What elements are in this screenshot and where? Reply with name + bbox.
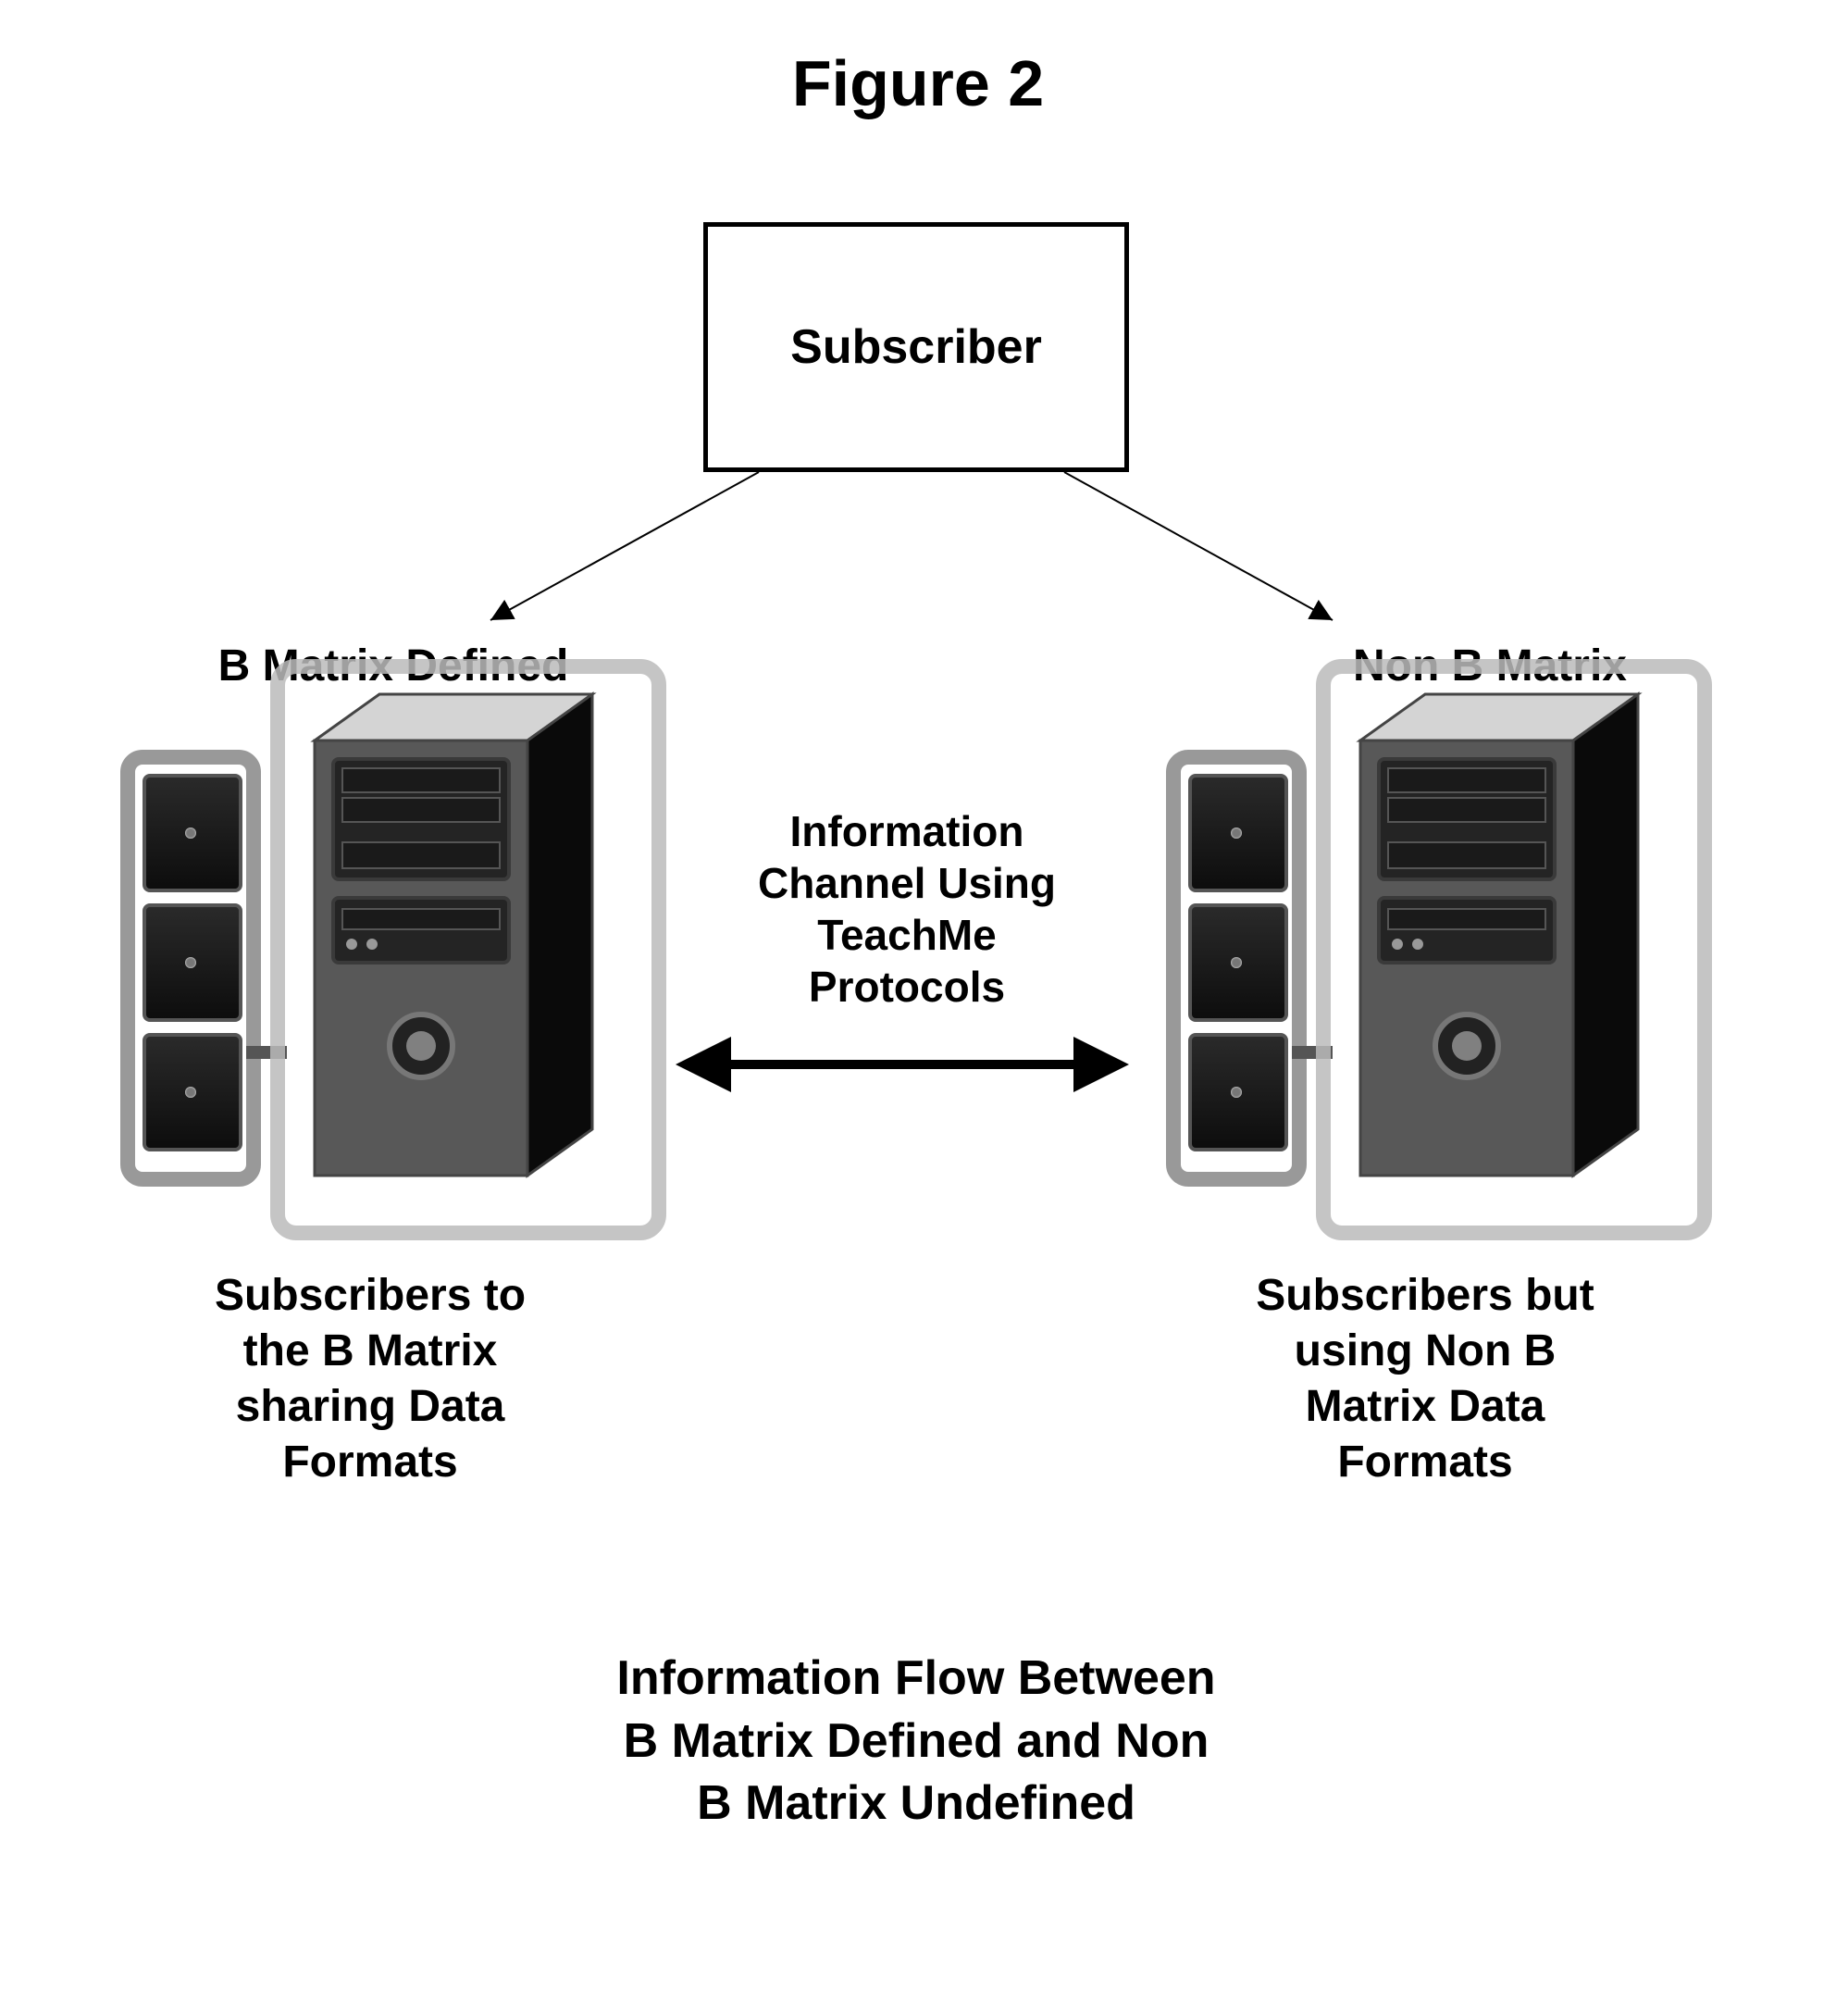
right-tower bbox=[1333, 676, 1666, 1194]
left-blade-2 bbox=[143, 903, 242, 1022]
arrow-to-left bbox=[490, 472, 759, 620]
right-tower-halo bbox=[1316, 659, 1712, 1240]
left-tower bbox=[287, 676, 620, 1194]
right-blade-2 bbox=[1188, 903, 1288, 1022]
arrow-to-right bbox=[1064, 472, 1333, 620]
subscriber-label: Subscriber bbox=[790, 319, 1042, 375]
left-blade-1 bbox=[143, 774, 242, 892]
right-blade-rack bbox=[1166, 750, 1307, 1187]
left-server-caption: Subscribers to the B Matrix sharing Data… bbox=[167, 1268, 574, 1490]
right-blade-1 bbox=[1188, 774, 1288, 892]
right-server-group bbox=[1166, 713, 1684, 1231]
subscriber-box: Subscriber bbox=[703, 222, 1129, 472]
left-blade-rack bbox=[120, 750, 261, 1187]
channel-label: Information Channel Using TeachMe Protoc… bbox=[731, 805, 1083, 1013]
bottom-caption: Information Flow Between B Matrix Define… bbox=[518, 1648, 1314, 1836]
right-server-caption: Subscribers but using Non B Matrix Data … bbox=[1222, 1268, 1629, 1490]
left-server-group bbox=[120, 713, 639, 1231]
left-tower-halo bbox=[270, 659, 666, 1240]
right-blade-3 bbox=[1188, 1033, 1288, 1151]
figure-title: Figure 2 bbox=[0, 46, 1836, 120]
left-blade-3 bbox=[143, 1033, 242, 1151]
